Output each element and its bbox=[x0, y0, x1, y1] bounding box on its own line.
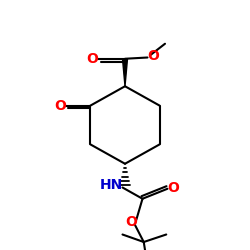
Text: O: O bbox=[147, 49, 159, 63]
Polygon shape bbox=[122, 59, 128, 86]
Text: O: O bbox=[125, 216, 137, 230]
Text: O: O bbox=[54, 98, 66, 112]
Text: O: O bbox=[167, 180, 179, 194]
Text: O: O bbox=[86, 52, 98, 66]
Text: HN: HN bbox=[100, 178, 123, 192]
